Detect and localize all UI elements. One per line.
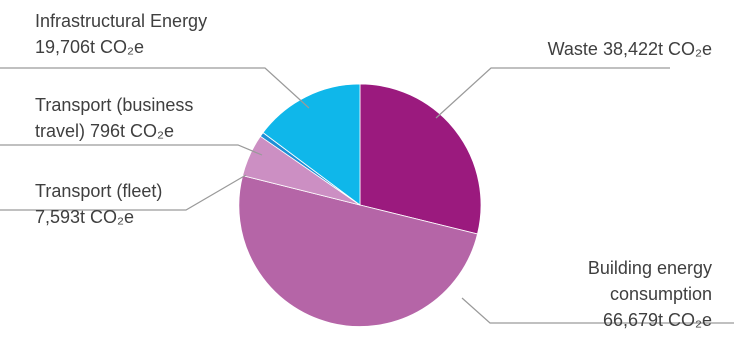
label-line: Waste 38,422t CO₂e — [547, 39, 712, 59]
label-waste: Waste 38,422t CO₂e — [548, 36, 712, 62]
label-line: consumption — [609, 284, 712, 304]
label-line: Transport (fleet) — [35, 181, 163, 201]
leader-line-waste — [435, 67, 670, 119]
leader-lines — [0, 67, 734, 324]
label-line: Transport (business — [35, 95, 194, 115]
pie-slice-building-energy-consumption — [238, 175, 478, 327]
leader-line-transport-fleet — [0, 174, 247, 211]
label-line: Building energy — [587, 258, 712, 278]
label-line: travel) 796t CO₂e — [35, 121, 175, 141]
label-infrastructural-energy: Infrastructural Energy 19,706t CO₂e — [35, 8, 207, 60]
pie-slice-waste — [359, 83, 482, 235]
label-transport-fleet: Transport (fleet) 7,593t CO₂e — [35, 178, 162, 230]
label-line: Infrastructural Energy — [35, 11, 208, 31]
pie-slices — [238, 83, 482, 327]
label-line: 66,679t CO₂e — [602, 310, 712, 330]
label-line: 19,706t CO₂e — [35, 37, 145, 57]
leader-line-building-energy — [461, 297, 734, 324]
label-transport-business: Transport (business travel) 796t CO₂e — [35, 92, 193, 144]
label-building-energy: Building energy consumption 66,679t CO₂e — [588, 255, 712, 333]
pie-slice-infrastructural-energy — [262, 83, 361, 206]
leader-line-transport-business — [0, 144, 263, 156]
label-line: 7,593t CO₂e — [35, 207, 135, 227]
leader-line-infrastructural — [0, 67, 310, 109]
